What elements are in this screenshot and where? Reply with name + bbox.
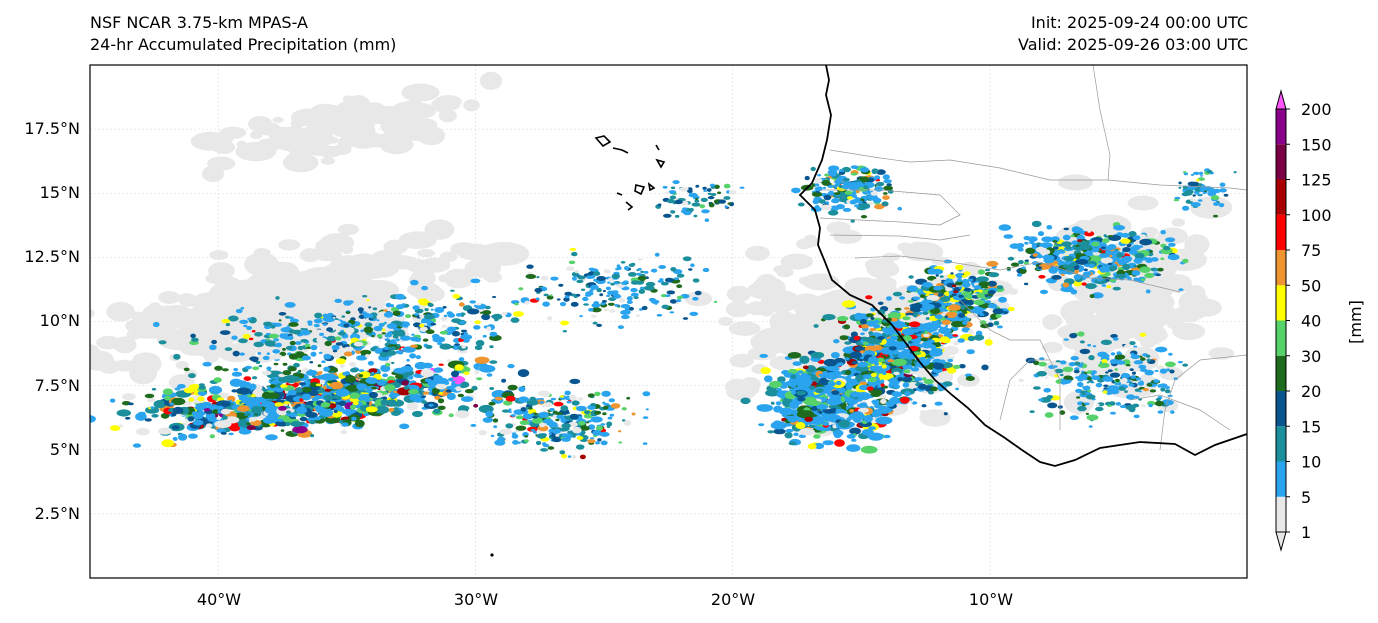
- colorbar-tick-label: 125: [1301, 171, 1332, 190]
- x-tick-label: 20°W: [711, 590, 755, 609]
- colorbar-tick-label: 15: [1301, 417, 1321, 436]
- x-tick-label: 30°W: [454, 590, 498, 609]
- colorbar-tick-label: 40: [1301, 312, 1321, 331]
- valid-time: Valid: 2025-09-26 03:00 UTC: [1017, 35, 1248, 54]
- colorbar-tick-label: 100: [1301, 206, 1332, 225]
- colorbar-cell: [1276, 391, 1286, 427]
- colorbar-unit-label: [mm]: [1346, 300, 1365, 344]
- y-tick-label: 10°N: [40, 311, 80, 330]
- colorbar-tick-label: 150: [1301, 135, 1332, 154]
- x-tick-label: 10°W: [969, 590, 1013, 609]
- colorbar-tick-label: 10: [1301, 453, 1321, 472]
- colorbar-max-extend: [1275, 89, 1287, 110]
- map-title-block: NSF NCAR 3.75-km MPAS-A 24-hr Accumulate…: [90, 12, 396, 56]
- colorbar-cell: [1276, 320, 1286, 356]
- y-tick-label: 5°N: [50, 440, 80, 459]
- colorbar-cell: [1276, 461, 1286, 497]
- model-title: NSF NCAR 3.75-km MPAS-A: [90, 13, 308, 32]
- colorbar-tick-label: 5: [1301, 488, 1311, 507]
- map-frame: [89, 64, 1248, 579]
- colorbar-tick-label: 30: [1301, 347, 1321, 366]
- colorbar-cell: [1276, 109, 1286, 145]
- colorbar-cell: [1276, 355, 1286, 391]
- colorbar-cell: [1276, 214, 1286, 250]
- init-time: Init: 2025-09-24 00:00 UTC: [1030, 13, 1248, 32]
- precipitation-field: [90, 71, 1237, 460]
- colorbar-tick-label: 20: [1301, 382, 1321, 401]
- time-info-block: Init: 2025-09-24 00:00 UTC Valid: 2025-0…: [1018, 12, 1248, 56]
- colorbar-cell: [1276, 285, 1286, 321]
- colorbar-cell: [1276, 496, 1286, 532]
- colorbar-cell: [1276, 179, 1286, 215]
- y-tick-label: 7.5°N: [35, 376, 80, 395]
- colorbar-tick-label: 200: [1301, 100, 1332, 119]
- y-tick-label: 12.5°N: [24, 247, 80, 266]
- y-axis: 2.5°N 5°N 7.5°N 10°N 12.5°N 15°N 17.5°N: [24, 119, 80, 523]
- x-axis: 40°W 30°W 20°W 10°W: [197, 590, 1013, 609]
- colorbar-tick-label: 1: [1301, 523, 1311, 542]
- colorbar-cell: [1276, 144, 1286, 180]
- x-tick-label: 40°W: [197, 590, 241, 609]
- y-tick-label: 2.5°N: [35, 504, 80, 523]
- colorbar-cell: [1276, 426, 1286, 462]
- colorbar-cell: [1276, 250, 1286, 286]
- country-borders: [819, 65, 1247, 451]
- field-title: 24-hr Accumulated Precipitation (mm): [90, 35, 397, 54]
- y-tick-label: 17.5°N: [24, 119, 80, 138]
- y-tick-label: 15°N: [40, 183, 80, 202]
- colorbar-tick-label: 75: [1301, 241, 1321, 260]
- coastline: [490, 65, 1247, 557]
- colorbar-tick-label: 50: [1301, 276, 1321, 295]
- colorbar-min-extend: [1275, 531, 1287, 552]
